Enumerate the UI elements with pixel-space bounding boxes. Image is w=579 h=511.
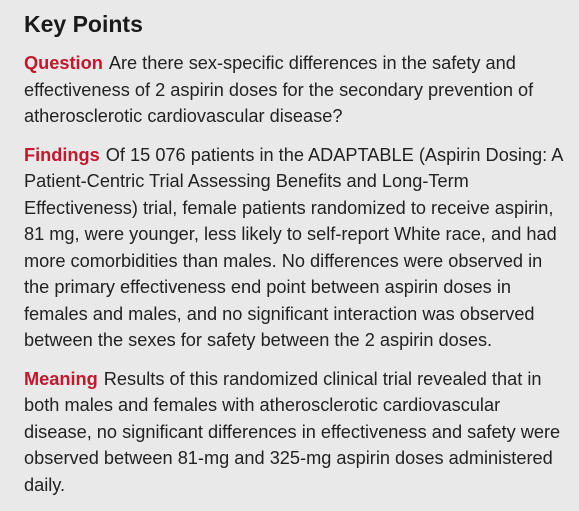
findings-text: Of 15 076 patients in the ADAPTABLE (Asp… bbox=[24, 144, 563, 351]
findings-section: Findings Of 15 076 patients in the ADAPTA… bbox=[24, 142, 565, 354]
panel-title: Key Points bbox=[24, 11, 143, 37]
meaning-text: Results of this randomized clinical tria… bbox=[24, 368, 561, 495]
meaning-section: Meaning Results of this randomized clinic… bbox=[24, 366, 565, 499]
meaning-label: Meaning bbox=[24, 368, 98, 389]
question-text: Are there sex-specific differences in th… bbox=[24, 53, 534, 126]
question-label: Question bbox=[24, 53, 103, 73]
question-section: Question Are there sex-specific differenc… bbox=[24, 50, 565, 130]
findings-label: Findings bbox=[24, 144, 100, 165]
